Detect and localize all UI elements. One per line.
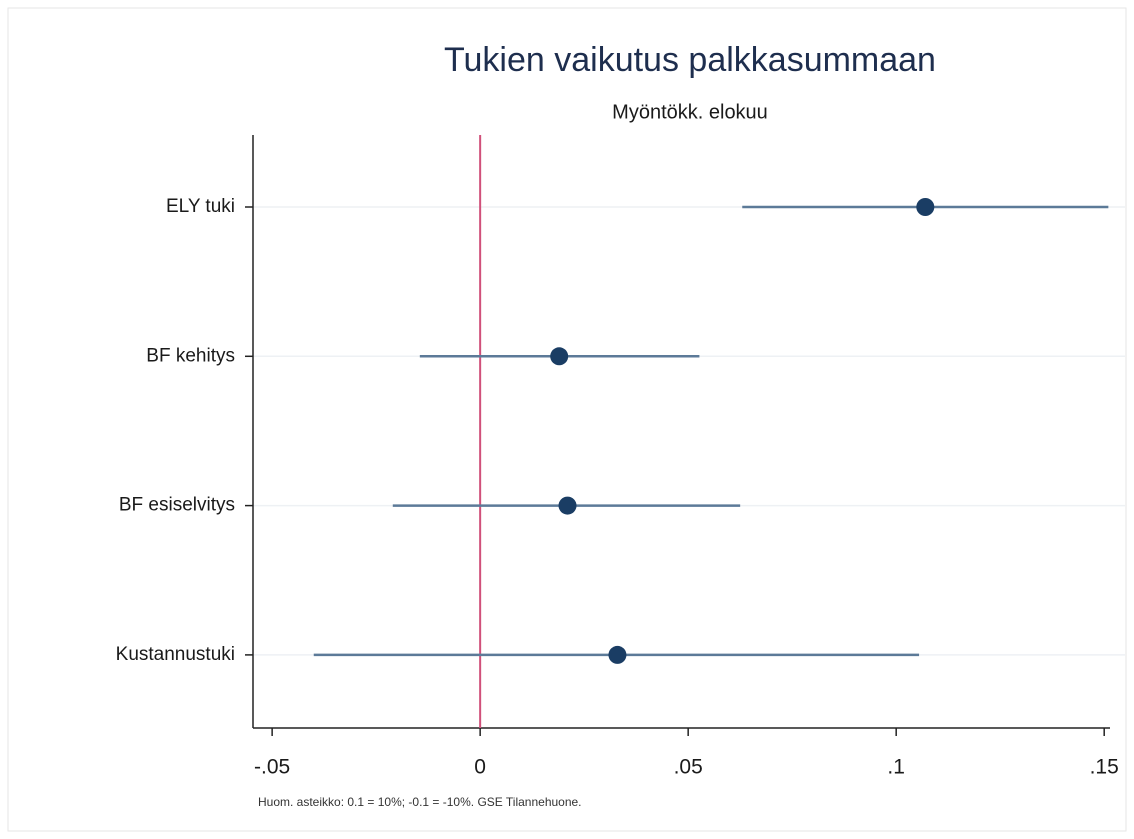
- chart-subtitle: Myöntökk. elokuu: [612, 101, 768, 123]
- x-tick-label: -.05: [254, 756, 290, 779]
- y-tick-label: ELY tuki: [166, 196, 235, 217]
- note: Huom. asteikko: 0.1 = 10%; -0.1 = -10%. …: [258, 795, 582, 809]
- point-estimate: [608, 645, 627, 664]
- x-tick-label: 0: [474, 756, 486, 779]
- x-tick-label: .05: [674, 756, 703, 779]
- y-tick-label: BF kehitys: [146, 345, 235, 366]
- point-estimate: [558, 496, 577, 515]
- point-estimate: [550, 347, 569, 366]
- point-estimate: [916, 198, 935, 216]
- frame: [7, 7, 1127, 832]
- y-tick-label: Kustannustuki: [116, 644, 235, 665]
- y-tick-label: BF esiselvitys: [119, 495, 235, 516]
- x-tick-label: .15: [1090, 756, 1119, 779]
- chart-title: Tukien vaikutus palkkasummaan: [444, 41, 936, 79]
- x-tick-label: .1: [887, 756, 905, 779]
